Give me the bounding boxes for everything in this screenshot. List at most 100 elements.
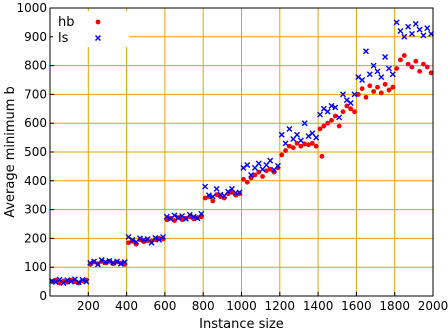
data-point-ls bbox=[121, 259, 128, 266]
data-point-ls bbox=[328, 102, 335, 109]
series-ls bbox=[48, 19, 435, 287]
data-point-ls bbox=[79, 276, 86, 283]
data-point-ls bbox=[274, 162, 281, 169]
x-tick-label: 1600 bbox=[341, 299, 372, 313]
x-tick-label: 1800 bbox=[379, 299, 410, 313]
data-point-hb bbox=[401, 53, 407, 58]
data-point-hb bbox=[283, 148, 288, 153]
data-point-ls bbox=[68, 278, 75, 285]
data-point-ls bbox=[248, 172, 255, 179]
data-point-ls bbox=[175, 214, 182, 221]
data-point-hb bbox=[321, 123, 327, 129]
data-point-hb bbox=[355, 92, 361, 97]
data-point-hb bbox=[317, 126, 323, 132]
data-point-ls bbox=[52, 279, 59, 286]
data-point-hb bbox=[325, 120, 331, 126]
data-point-ls bbox=[416, 26, 423, 33]
data-point-ls bbox=[385, 65, 392, 72]
data-point-ls bbox=[152, 234, 159, 241]
data-point-ls bbox=[313, 134, 320, 141]
data-point-hb bbox=[260, 174, 265, 179]
data-point-ls bbox=[148, 239, 155, 246]
data-point-hb bbox=[279, 152, 285, 158]
x-tick-label: 1400 bbox=[303, 299, 334, 313]
data-point-ls bbox=[393, 19, 400, 26]
data-point-hb bbox=[263, 168, 269, 174]
x-tick-label: 2000 bbox=[418, 299, 448, 313]
data-points bbox=[48, 19, 435, 287]
data-point-hb bbox=[329, 117, 334, 123]
data-point-ls bbox=[405, 23, 412, 30]
data-point-ls bbox=[255, 160, 262, 167]
data-point-ls bbox=[83, 278, 90, 285]
x-tick-label: 1000 bbox=[226, 299, 257, 313]
data-point-hb bbox=[252, 172, 258, 178]
x-axis-label: Instance size bbox=[199, 317, 284, 332]
data-point-ls bbox=[424, 25, 431, 32]
data-point-hb bbox=[390, 84, 396, 90]
data-point-ls bbox=[159, 233, 166, 240]
y-tick-label: 500 bbox=[24, 145, 47, 159]
data-point-ls bbox=[408, 30, 415, 37]
y-tick-label: 700 bbox=[24, 87, 47, 101]
data-point-ls bbox=[374, 68, 381, 75]
data-point-hb bbox=[298, 143, 304, 149]
data-point-hb bbox=[378, 90, 384, 96]
x-tick-label: 200 bbox=[77, 299, 100, 313]
data-point-ls bbox=[171, 212, 178, 219]
data-point-hb bbox=[386, 87, 392, 93]
y-tick-label: 400 bbox=[24, 174, 47, 188]
x-tick-label: 400 bbox=[115, 299, 138, 313]
y-tick-label: 1000 bbox=[16, 1, 47, 15]
data-point-hb bbox=[421, 61, 426, 67]
data-point-ls bbox=[244, 161, 251, 168]
data-point-hb bbox=[424, 64, 430, 70]
data-point-hb bbox=[359, 86, 365, 92]
data-point-ls bbox=[278, 131, 285, 138]
data-point-hb bbox=[428, 70, 434, 76]
data-point-ls bbox=[190, 213, 197, 220]
data-point-ls bbox=[98, 257, 105, 263]
data-point-hb bbox=[398, 57, 403, 63]
legend-label-ls: ls bbox=[58, 31, 69, 46]
legend-marker-ls bbox=[95, 35, 101, 41]
data-point-ls bbox=[412, 20, 419, 27]
legend-label-hb: hb bbox=[58, 15, 75, 30]
data-point-hb bbox=[241, 176, 246, 182]
data-point-ls bbox=[106, 257, 113, 264]
data-point-hb bbox=[363, 94, 369, 100]
data-point-hb bbox=[290, 145, 296, 151]
data-point-ls bbox=[137, 235, 143, 242]
data-point-hb bbox=[371, 89, 377, 94]
data-point-ls bbox=[340, 91, 346, 98]
data-point-ls bbox=[209, 193, 216, 200]
data-point-hb bbox=[348, 106, 354, 112]
data-point-hb bbox=[352, 109, 357, 115]
data-point-ls bbox=[301, 120, 308, 127]
data-point-ls bbox=[236, 189, 243, 196]
data-point-ls bbox=[117, 260, 124, 267]
legend-box bbox=[53, 11, 129, 47]
data-point-hb bbox=[244, 179, 250, 185]
data-point-ls bbox=[336, 114, 343, 121]
data-point-ls bbox=[282, 140, 289, 147]
data-point-ls bbox=[163, 213, 170, 220]
data-point-ls bbox=[401, 33, 408, 40]
data-point-ls bbox=[64, 277, 71, 284]
data-point-ls bbox=[286, 125, 293, 132]
data-point-hb bbox=[332, 113, 338, 119]
y-tick-label: 600 bbox=[24, 116, 47, 130]
data-point-ls bbox=[351, 91, 358, 98]
data-point-hb bbox=[413, 58, 419, 64]
data-point-ls bbox=[297, 137, 304, 144]
data-point-ls bbox=[378, 74, 385, 81]
data-point-ls bbox=[75, 279, 82, 286]
x-tick-label: 800 bbox=[192, 299, 215, 313]
data-point-ls bbox=[420, 32, 427, 39]
data-point-ls bbox=[332, 104, 339, 111]
data-point-hb bbox=[375, 84, 380, 90]
data-point-ls bbox=[213, 185, 220, 192]
grid-lines bbox=[50, 8, 433, 296]
legend-marker-hb bbox=[95, 19, 101, 25]
